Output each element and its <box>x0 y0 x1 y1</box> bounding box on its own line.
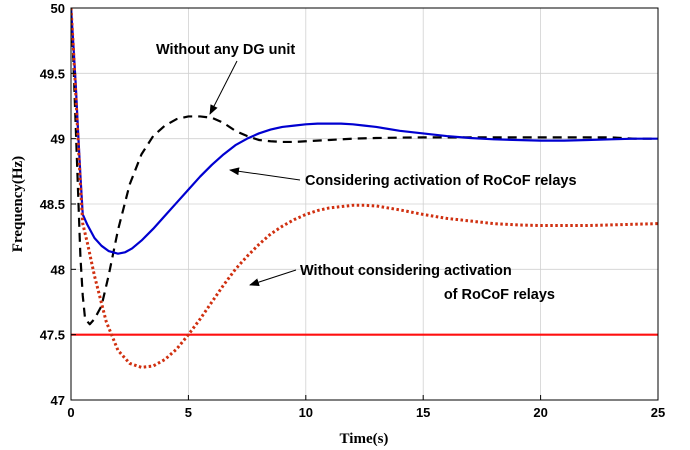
series-layer <box>71 8 658 369</box>
x-tick-label: 25 <box>651 405 665 420</box>
y-tick-label: 47 <box>51 393 65 408</box>
annotation-rocof-text: Considering activation of RoCoF relays <box>305 173 577 189</box>
y-tick-label: 49 <box>51 132 65 147</box>
y-axis-label: Frequency(Hz) <box>10 156 26 252</box>
x-axis-label: Time(s) <box>340 431 389 447</box>
grid <box>71 8 658 400</box>
annotation-rocof-arrow <box>229 167 301 181</box>
x-tick-label: 0 <box>67 405 74 420</box>
series-line-2 <box>71 8 658 369</box>
annotation-without-dg-arrow <box>209 60 238 115</box>
annotation-without-dg: Without any DG unit <box>156 42 295 115</box>
y-tick-label: 48 <box>51 262 65 277</box>
series-line-1 <box>71 8 658 255</box>
y-tick-label: 50 <box>51 1 65 16</box>
annotation-without-dg-text: Without any DG unit <box>156 42 295 58</box>
x-tick-label: 5 <box>185 405 192 420</box>
x-tick-label: 10 <box>299 405 313 420</box>
y-tick-label: 49.5 <box>40 66 65 81</box>
annotation-rocof: Considering activation of RoCoF relays <box>229 167 577 189</box>
tick-layer: 0 5 10 15 20 25 47 47.5 48 48.5 49 49.5 50 <box>40 1 666 420</box>
annotation-no-rocof-text-2: of RoCoF relays <box>444 287 555 303</box>
annotation-no-rocof-arrow <box>249 269 297 287</box>
series-line-0 <box>71 8 658 326</box>
y-tick-label: 48.5 <box>40 197 65 212</box>
annotation-no-rocof: Without considering activation of RoCoF … <box>249 263 555 303</box>
y-tick-label: 47.5 <box>40 328 65 343</box>
x-tick-label: 20 <box>533 405 547 420</box>
annotation-no-rocof-text-1: Without considering activation <box>300 263 512 279</box>
x-tick-label: 15 <box>416 405 430 420</box>
